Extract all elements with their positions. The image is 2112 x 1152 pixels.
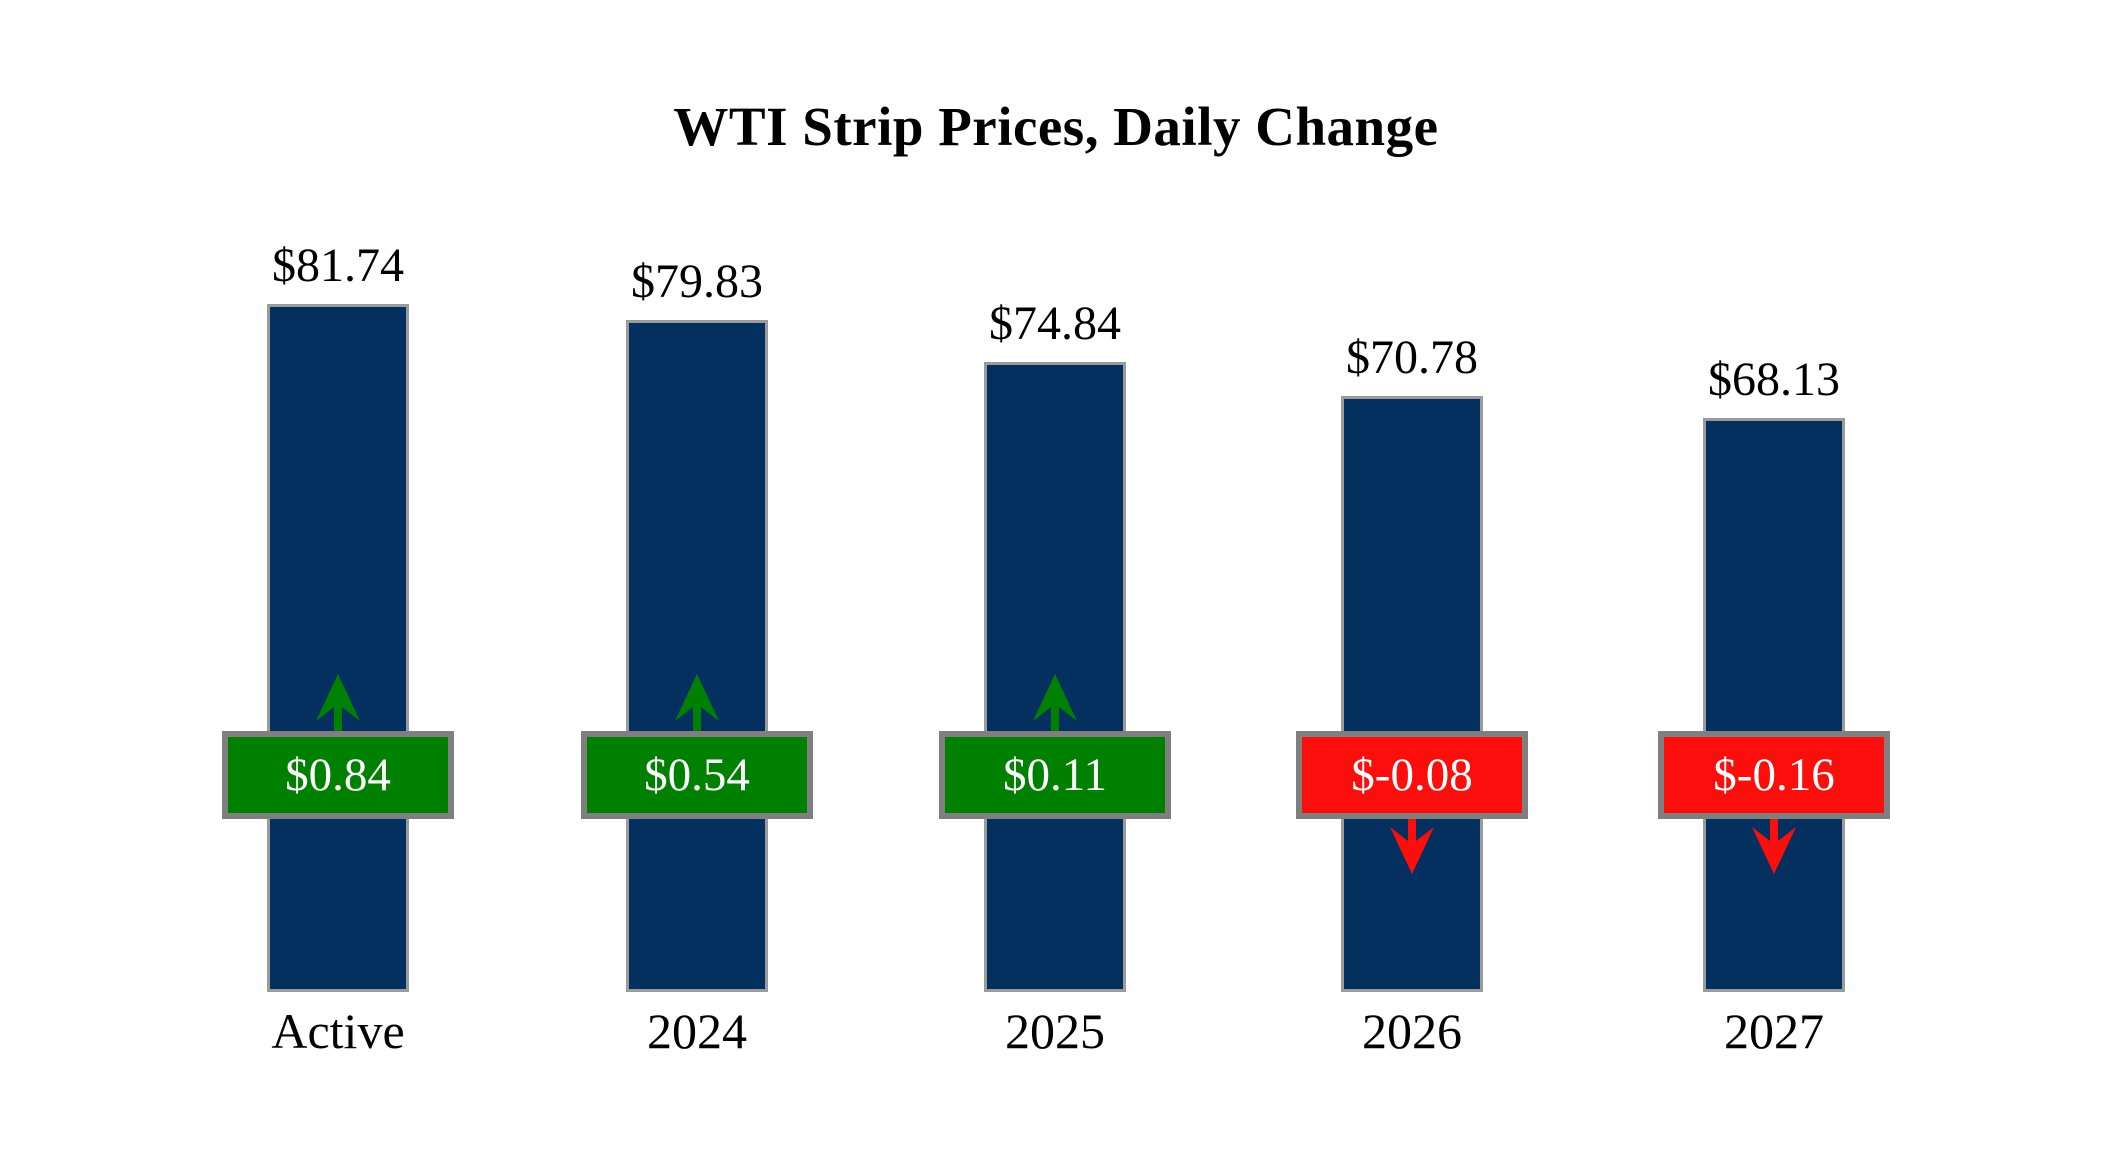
bar-group-2027: $68.13 $-0.16 2027 <box>1624 0 1924 1152</box>
change-badge: $0.54 <box>581 731 813 819</box>
bar-group-2025: $74.84 $0.11 2025 <box>905 0 1205 1152</box>
change-value: $0.11 <box>1002 748 1107 801</box>
change-value: $0.54 <box>644 748 750 801</box>
price-label: $68.13 <box>1708 353 1840 406</box>
down-arrow-icon <box>1390 818 1434 874</box>
category-label: 2026 <box>1362 1003 1462 1059</box>
bar <box>267 304 409 992</box>
bar <box>1341 396 1483 992</box>
price-label: $81.74 <box>272 239 404 292</box>
change-value: $-0.08 <box>1351 748 1473 801</box>
category-label: 2024 <box>647 1003 747 1059</box>
change-badge: $0.11 <box>939 731 1171 819</box>
bar <box>1703 418 1845 992</box>
change-value: $-0.16 <box>1713 748 1835 801</box>
chart-title: WTI Strip Prices, Daily Change <box>673 96 1439 157</box>
category-label: Active <box>271 1003 405 1059</box>
change-badge: $0.84 <box>222 731 454 819</box>
change-badge: $-0.08 <box>1296 731 1528 819</box>
bar <box>626 320 768 992</box>
change-badge: $-0.16 <box>1658 731 1890 819</box>
price-label: $79.83 <box>631 255 763 308</box>
bar-group-2026: $70.78 $-0.08 2026 <box>1262 0 1562 1152</box>
category-label: 2025 <box>1005 1003 1105 1059</box>
bar-group-2024: $79.83 $0.54 2024 <box>547 0 847 1152</box>
price-label: $70.78 <box>1346 331 1478 384</box>
up-arrow-icon <box>675 674 719 732</box>
up-arrow-icon <box>1033 674 1077 732</box>
up-arrow-icon <box>316 674 360 732</box>
bar-group-active: $81.74 $0.84 Active <box>188 0 488 1152</box>
price-label: $74.84 <box>989 297 1121 350</box>
down-arrow-icon <box>1752 818 1796 874</box>
change-value: $0.84 <box>285 748 391 801</box>
category-label: 2027 <box>1724 1003 1824 1059</box>
